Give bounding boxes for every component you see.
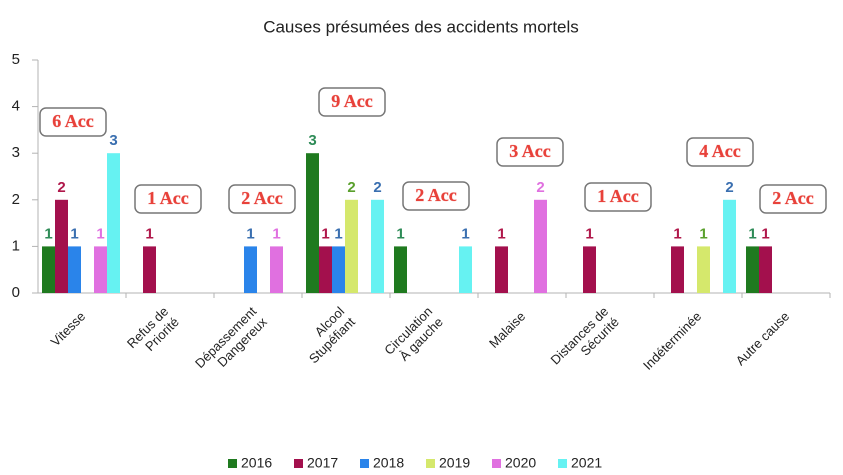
annotation-box	[759, 184, 827, 214]
x-tick-line: Vitesse	[48, 309, 89, 350]
value-label: 1	[761, 225, 769, 242]
x-tick-label: Indéterminée	[640, 309, 704, 373]
y-tick-label: 4	[12, 98, 20, 115]
bar	[55, 199, 68, 293]
x-tick-label: Distances deSécurité	[548, 304, 622, 378]
bar	[746, 246, 759, 293]
bar	[244, 246, 257, 293]
value-label: 2	[725, 179, 733, 196]
annotation-box	[228, 184, 296, 214]
bar	[583, 246, 596, 293]
annotation-box	[39, 107, 107, 137]
legend-label: 2020	[505, 455, 536, 471]
value-label: 1	[748, 225, 756, 242]
bar	[723, 199, 736, 293]
value-label: 3	[308, 132, 316, 149]
legend-swatch	[558, 459, 567, 468]
value-label: 1	[272, 225, 280, 242]
bar	[68, 246, 81, 293]
legend-label: 2019	[439, 455, 470, 471]
x-tick-line: Autre cause	[733, 309, 793, 369]
y-tick-label: 0	[12, 284, 20, 301]
legend-label: 2021	[571, 455, 602, 471]
legend-label: 2016	[241, 455, 272, 471]
bar	[42, 246, 55, 293]
value-label: 1	[699, 225, 707, 242]
value-label: 1	[396, 225, 404, 242]
value-label: 1	[497, 225, 505, 242]
value-label: 2	[347, 179, 355, 196]
bar	[319, 246, 332, 293]
legend-label: 2018	[373, 455, 404, 471]
x-tick-label: DépassementDangereux	[192, 304, 270, 382]
legend-swatch	[360, 459, 369, 468]
annotation-box	[686, 137, 754, 167]
annotation: 2 Acc	[415, 185, 456, 205]
bar	[107, 153, 120, 293]
bar	[371, 199, 384, 293]
value-label: 1	[334, 225, 342, 242]
y-tick-label: 2	[12, 191, 20, 208]
annotation-box	[134, 184, 202, 214]
x-tick-label: AlcoolStupéfiant	[296, 304, 359, 367]
legend-label: 2017	[307, 455, 338, 471]
value-label: 1	[673, 225, 681, 242]
x-tick-label: CirculationÀ gauche	[382, 304, 447, 369]
chart-title: Causes présumées des accidents mortels	[263, 17, 579, 36]
legend-swatch	[426, 459, 435, 468]
annotation: 9 Acc	[331, 91, 372, 111]
annotation-box	[402, 181, 470, 211]
annotation: 4 Acc	[699, 141, 740, 161]
value-label: 2	[536, 179, 544, 196]
bar	[345, 199, 358, 293]
bar	[759, 246, 772, 293]
annotation: 6 Acc	[52, 111, 93, 131]
bar	[495, 246, 508, 293]
annotation: 2 Acc	[241, 188, 282, 208]
x-tick-line: Malaise	[486, 309, 528, 351]
annotation: 2 Acc	[772, 188, 813, 208]
bar	[270, 246, 283, 293]
annotation: 1 Acc	[597, 186, 638, 206]
value-label: 1	[70, 225, 78, 242]
value-label: 1	[145, 225, 153, 242]
bar	[332, 246, 345, 293]
bar	[143, 246, 156, 293]
value-label: 1	[44, 225, 52, 242]
bar	[94, 246, 107, 293]
annotation: 1 Acc	[147, 188, 188, 208]
x-tick-label: Malaise	[486, 309, 528, 351]
y-tick-label: 3	[12, 144, 20, 161]
bar	[459, 246, 472, 293]
x-tick-label: Vitesse	[48, 309, 89, 350]
x-tick-label: Refus dePriorité	[124, 304, 182, 362]
value-label: 1	[461, 225, 469, 242]
value-label: 1	[321, 225, 329, 242]
legend-swatch	[228, 459, 237, 468]
annotation: 3 Acc	[509, 141, 550, 161]
value-label: 1	[246, 225, 254, 242]
bar	[306, 153, 319, 293]
annotation-box	[318, 87, 386, 117]
value-label: 1	[585, 225, 593, 242]
legend-swatch	[294, 459, 303, 468]
y-tick-label: 5	[12, 51, 20, 68]
bar	[394, 246, 407, 293]
value-label: 3	[109, 132, 117, 149]
y-tick-label: 1	[12, 237, 20, 254]
value-label: 1	[96, 225, 104, 242]
value-label: 2	[373, 179, 381, 196]
bar	[697, 246, 710, 293]
bar	[671, 246, 684, 293]
value-label: 2	[57, 179, 65, 196]
x-tick-line: Indéterminée	[640, 309, 704, 373]
annotation-box	[496, 137, 564, 167]
x-tick-label: Autre cause	[733, 309, 793, 369]
annotation-box	[584, 182, 652, 212]
legend-swatch	[492, 459, 501, 468]
bar	[534, 199, 547, 293]
